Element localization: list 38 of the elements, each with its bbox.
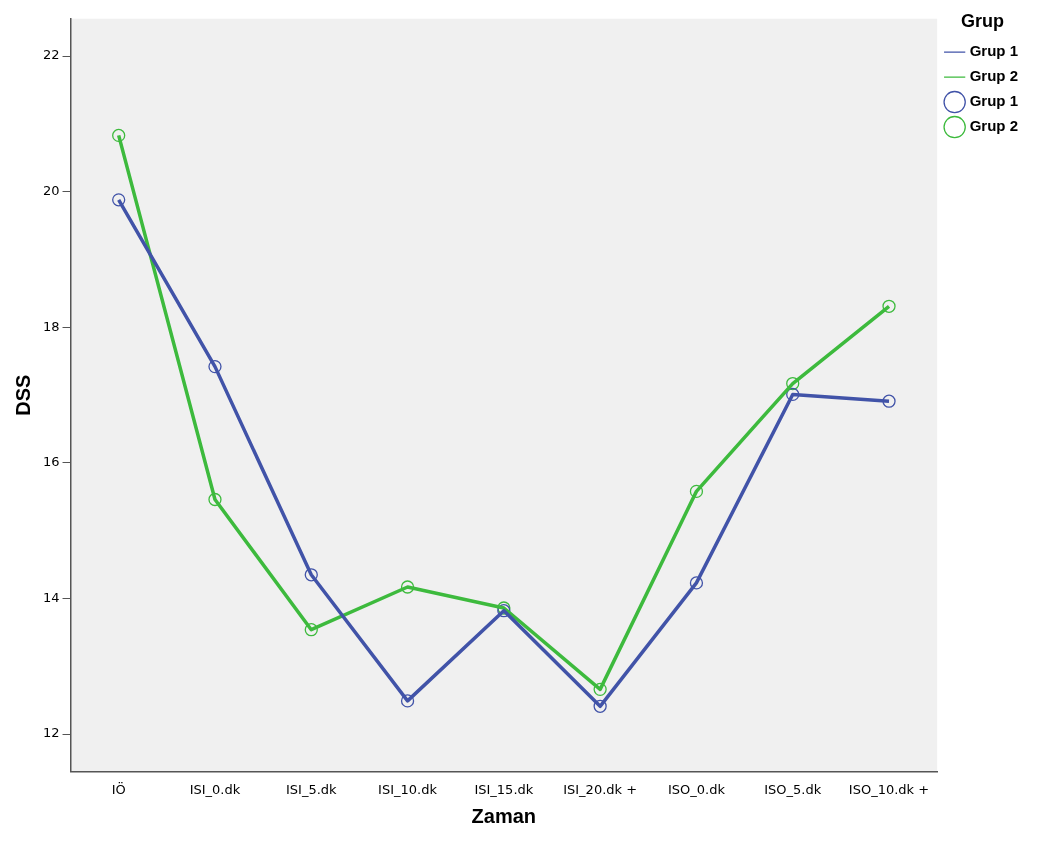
y-tick-label: 22 — [43, 47, 60, 63]
legend-label: Grup 1 — [969, 92, 1018, 110]
x-tick-label: IÖ — [111, 780, 126, 797]
y-tick-label: 14 — [43, 589, 60, 605]
x-tick-label: ISO_10.dk + — [848, 781, 930, 797]
point — [208, 359, 222, 374]
point — [304, 623, 318, 637]
point — [689, 484, 704, 499]
legend-label: Grup 2 — [969, 117, 1018, 135]
point — [112, 128, 126, 143]
point — [689, 576, 704, 590]
legend-label: Grup 2 — [969, 67, 1018, 85]
point — [304, 568, 318, 582]
legend-label: Grup 1 — [969, 42, 1018, 60]
y-tick-label: 12 — [43, 725, 60, 741]
x-tick-label: ISO_5.dk — [764, 781, 822, 797]
x-tick-label: ISI_5.dk — [285, 781, 338, 797]
legend-title: Grup — [961, 10, 1005, 31]
point — [786, 387, 800, 402]
y-tick-label: 18 — [43, 318, 60, 334]
point — [208, 492, 222, 507]
point — [593, 699, 607, 713]
x-axis-title: Zaman — [471, 804, 537, 827]
point — [593, 682, 607, 697]
x-tick-label: ISI_10.dk — [378, 781, 438, 797]
point — [882, 299, 896, 313]
x-tick-label: ISO_0.dk — [667, 781, 726, 797]
x-tick-label: ISI_15.dk — [474, 781, 534, 797]
y-axis-title: DSS — [11, 374, 34, 416]
point — [400, 580, 415, 594]
point — [400, 694, 415, 708]
y-tick-label: 20 — [43, 183, 60, 199]
y-tick-label: 16 — [43, 454, 60, 470]
x-tick-label: ISI_0.dk — [189, 781, 241, 797]
x-tick-label: ISI_20.dk + — [563, 781, 638, 797]
point — [882, 394, 896, 408]
point — [112, 193, 126, 207]
point — [786, 376, 800, 391]
